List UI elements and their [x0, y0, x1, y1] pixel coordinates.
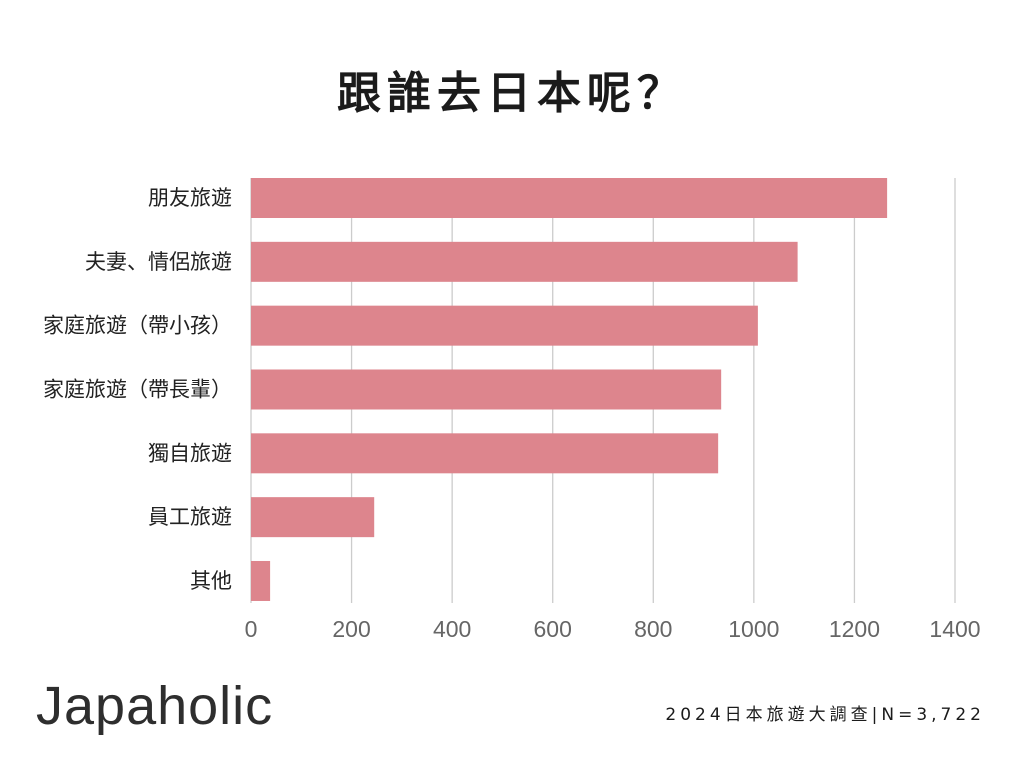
bar — [251, 433, 719, 474]
x-tick-label: 1200 — [829, 616, 880, 642]
x-tick-label: 200 — [332, 616, 370, 642]
category-label: 夫妻、情侶旅遊 — [85, 250, 232, 274]
bars — [251, 178, 888, 601]
category-label: 家庭旅遊（帶長輩） — [43, 377, 232, 401]
category-label: 獨自旅遊 — [148, 441, 232, 465]
brand-logo: Japaholic — [36, 676, 273, 736]
bar — [251, 305, 758, 346]
category-label: 朋友旅遊 — [148, 186, 232, 210]
x-tick-label: 600 — [534, 616, 572, 642]
x-tick-labels: 0 200 400 600 800 1000 1200 1400 — [245, 616, 981, 642]
bar — [251, 178, 888, 218]
x-tick-label: 800 — [634, 616, 672, 642]
source-note: 2024日本旅遊大調查|N=3,722 — [665, 705, 985, 725]
x-tick-label: 1000 — [728, 616, 779, 642]
chart-title: 跟誰去日本呢？ — [337, 68, 687, 119]
bar — [251, 497, 375, 538]
category-label: 員工旅遊 — [148, 505, 232, 529]
x-tick-label: 400 — [433, 616, 471, 642]
x-tick-label: 1400 — [929, 616, 980, 642]
category-label: 其他 — [190, 569, 232, 593]
bar — [251, 369, 722, 410]
bar — [251, 560, 271, 601]
bar — [251, 241, 798, 282]
category-label: 家庭旅遊（帶小孩） — [43, 314, 232, 338]
x-tick-label: 0 — [245, 616, 258, 642]
